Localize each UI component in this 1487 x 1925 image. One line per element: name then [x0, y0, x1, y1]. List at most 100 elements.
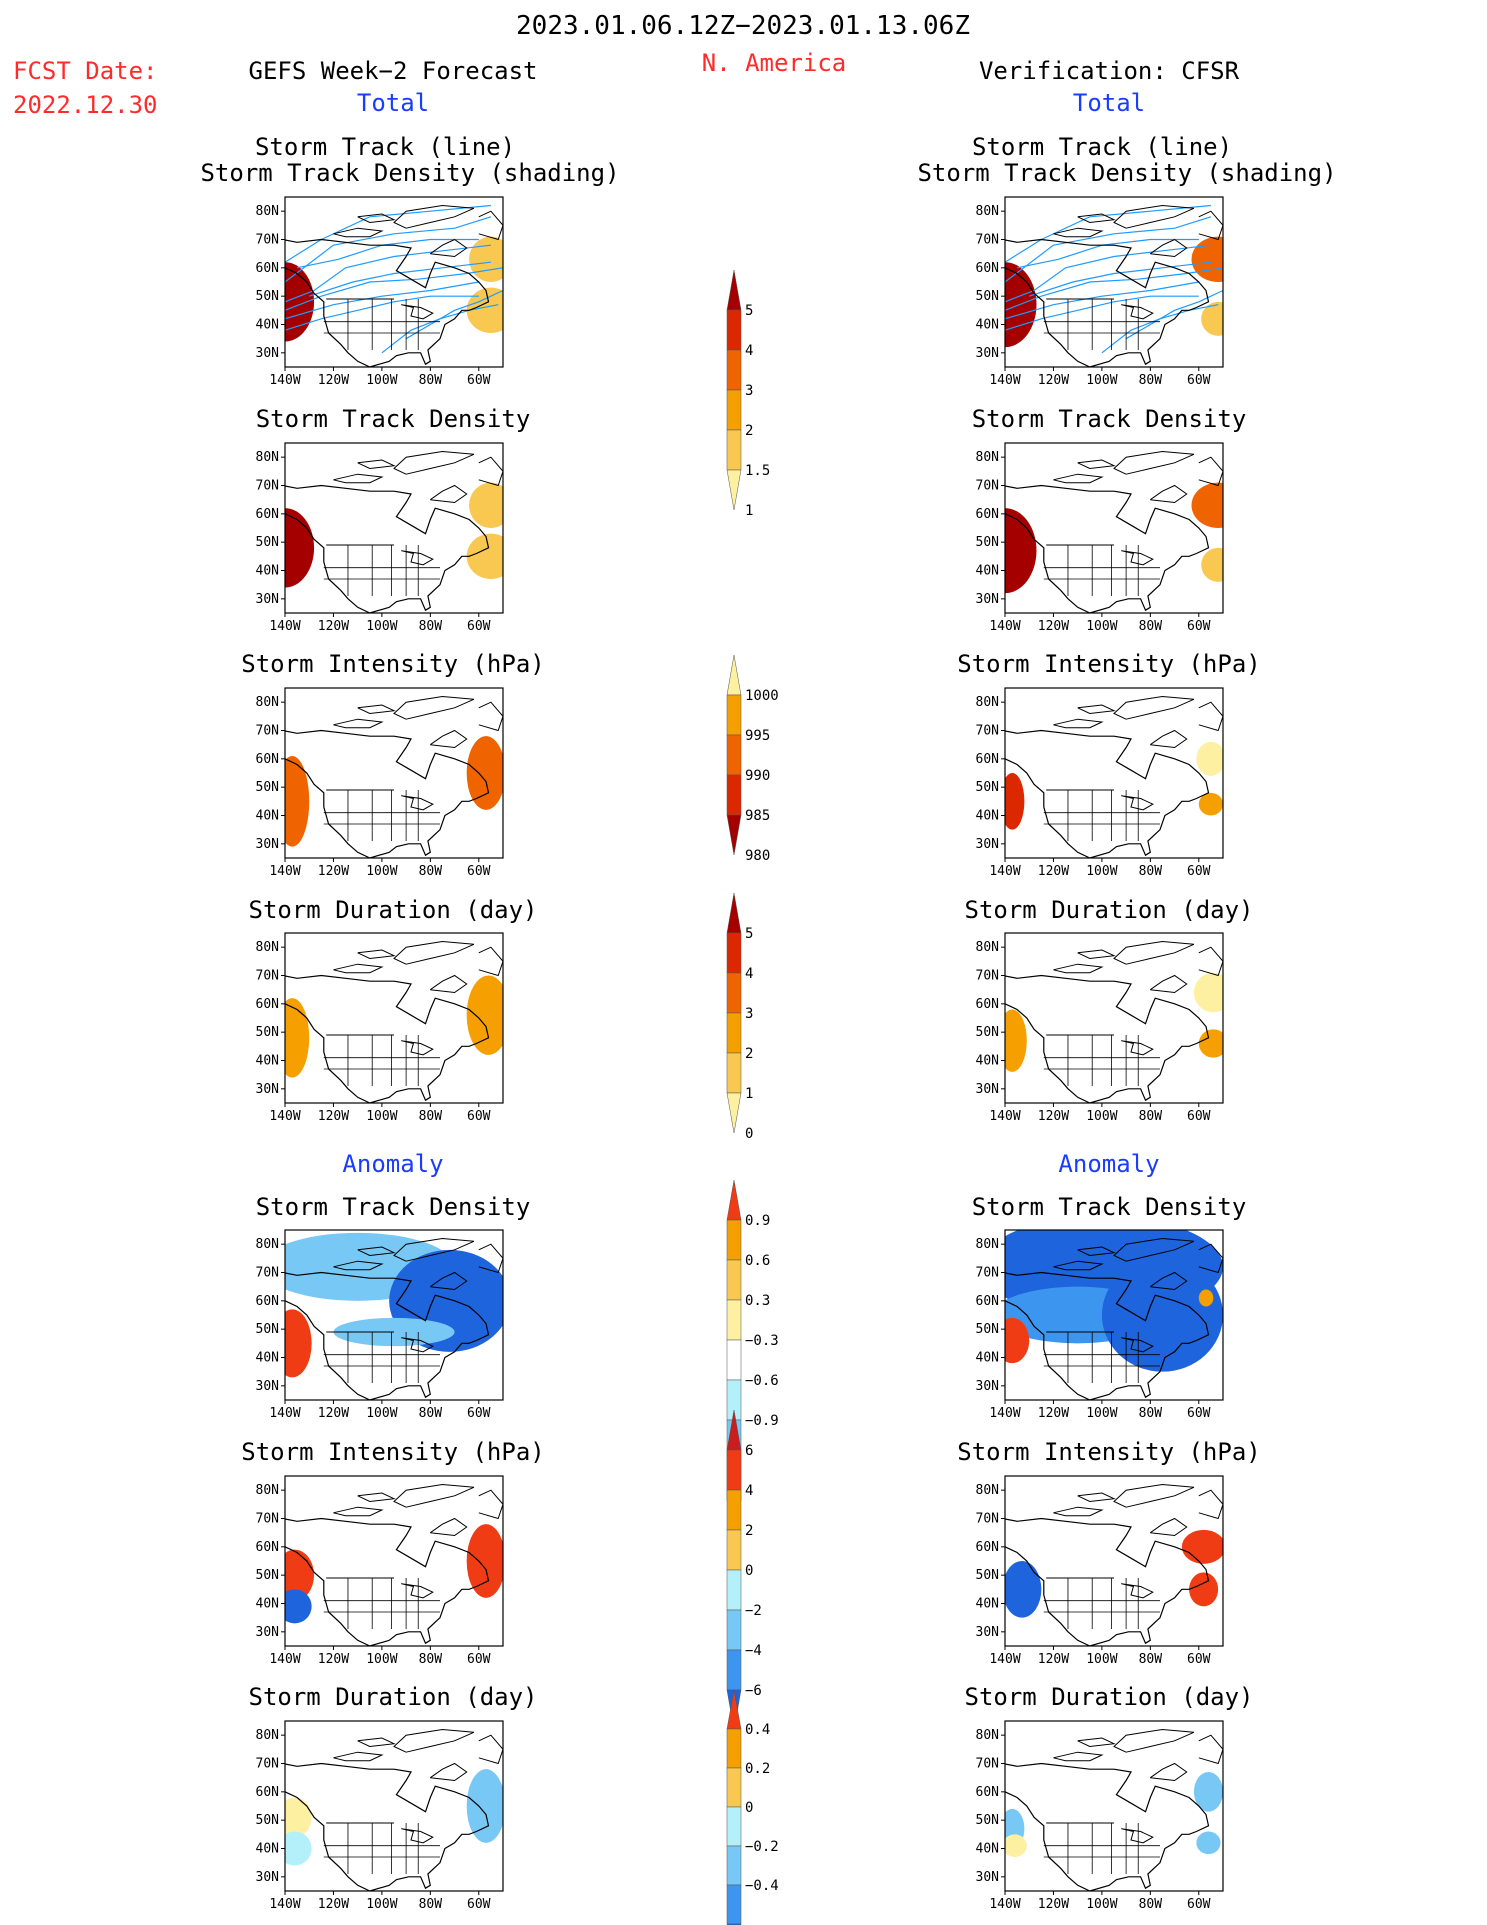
arctic-island-4 [1077, 459, 1116, 470]
arctic-island-4 [1077, 1492, 1116, 1503]
storm-track-line-3 [285, 267, 503, 311]
coastline [285, 1517, 490, 1646]
arctic-island-2 [1113, 940, 1195, 965]
lat-tick-label: 80N [976, 1728, 999, 1743]
lat-tick-label: 60N [256, 1294, 279, 1309]
lon-tick-label: 80W [1139, 1109, 1163, 1124]
storm-track-line-1 [1005, 216, 1212, 283]
lat-tick-label: 50N [256, 1568, 279, 1583]
colorbar-tick-label: 980 [745, 848, 770, 864]
colorbar-tick-label: −4 [745, 1643, 762, 1659]
shaded-region-2 [1191, 236, 1223, 282]
arctic-island-3 [1150, 974, 1188, 994]
lat-tick-label: 80N [256, 1483, 279, 1498]
lat-tick-label: 30N [256, 592, 279, 607]
colorbar-segment [726, 694, 742, 736]
map-frame [284, 196, 504, 368]
shaded-region-2 [1193, 972, 1223, 1013]
lon-tick-label: 60W [467, 1109, 491, 1124]
map-frame [1004, 442, 1224, 614]
lat-tick-label: 70N [976, 1757, 999, 1772]
lat-tick-label: 30N [256, 1870, 279, 1885]
colorbar-tick-label: 6 [745, 1443, 753, 1459]
colorbar-segment [726, 1609, 742, 1651]
lat-tick-label: 30N [256, 1082, 279, 1097]
arctic-island-3 [1150, 238, 1188, 258]
lat-tick-label: 30N [976, 837, 999, 852]
colorbar-tick-label: 4 [745, 1483, 753, 1499]
colorbar-segment [726, 1052, 742, 1094]
arctic-island-1 [333, 1260, 384, 1271]
lon-tick-label: 140W [269, 1652, 300, 1667]
colorbar-segment [726, 389, 742, 431]
colorbar-segment [726, 1569, 742, 1611]
lat-tick-label: 50N [976, 780, 999, 795]
map-frame [1004, 1475, 1224, 1647]
lat-tick-label: 30N [976, 346, 999, 361]
colorbar-segment [726, 1299, 742, 1341]
great-lakes [1121, 1040, 1154, 1056]
lon-tick-label: 120W [318, 1652, 349, 1667]
map-background [285, 197, 503, 367]
coastline [1005, 729, 1210, 858]
lon-tick-label: 100W [1086, 619, 1117, 634]
arctic-island-4 [1077, 704, 1116, 715]
coastline [1005, 484, 1210, 613]
map-background [1005, 1476, 1223, 1646]
lon-tick-label: 100W [1086, 1406, 1117, 1421]
arctic-island-3 [430, 729, 468, 749]
lon-tick-label: 80W [1139, 619, 1163, 634]
lat-tick-label: 50N [976, 289, 999, 304]
arctic-island-2 [1113, 695, 1195, 720]
left-column-title: GEFS Week−2 Forecast [248, 57, 538, 85]
lon-tick-label: 60W [1187, 373, 1211, 388]
colorbar-tick-label: 3 [745, 1006, 753, 1022]
map-frame [1004, 932, 1224, 1104]
lon-tick-label: 100W [1086, 1109, 1117, 1124]
shaded-region-3 [1198, 792, 1223, 816]
coastline [1005, 238, 1210, 367]
arctic-island-5 [1198, 1489, 1223, 1520]
lat-tick-label: 60N [976, 261, 999, 276]
colorbar-tick-label: −0.9 [745, 1413, 779, 1429]
lon-tick-label: 100W [366, 1897, 397, 1912]
lat-tick-label: 70N [256, 479, 279, 494]
arctic-island-4 [1077, 213, 1116, 224]
colorbar-tick-label: 0 [745, 1563, 753, 1579]
shaded-region-1 [1005, 1009, 1027, 1072]
lat-tick-label: 80N [976, 1483, 999, 1498]
lon-tick-label: 80W [1139, 1897, 1163, 1912]
lat-tick-label: 30N [976, 1625, 999, 1640]
arctic-island-3 [1150, 1517, 1188, 1537]
lon-tick-label: 60W [1187, 864, 1211, 879]
lat-tick-label: 60N [256, 1785, 279, 1800]
colorbar-segment [726, 309, 742, 351]
lat-tick-label: 30N [256, 346, 279, 361]
shaded-region-3 [466, 287, 503, 333]
coastline [1005, 974, 1210, 1103]
lon-tick-label: 120W [1038, 1652, 1069, 1667]
lat-tick-label: 40N [256, 1597, 279, 1612]
colorbar-segment [726, 1728, 742, 1769]
left-panel-1-title-line1: Storm Track (line) [254, 133, 516, 161]
colorbar-segment [726, 1449, 742, 1491]
map-panel-left-5: 80N 70N 60N 50N 40N 30N 140W 120W 100W 80W 60W [256, 1229, 504, 1421]
lat-tick-label: 40N [256, 564, 279, 579]
arctic-island-1 [333, 963, 384, 974]
lat-tick-label: 30N [256, 1625, 279, 1640]
arctic-island-2 [1113, 450, 1195, 475]
lat-tick-label: 40N [256, 1842, 279, 1857]
arctic-island-3 [430, 238, 468, 258]
storm-track-line-1 [285, 216, 492, 283]
lon-tick-label: 140W [989, 1109, 1020, 1124]
colorbar-tick-label: −0.3 [745, 1333, 779, 1349]
lat-tick-label: 60N [256, 752, 279, 767]
shaded-region-2 [1181, 1529, 1223, 1564]
lat-tick-label: 50N [256, 289, 279, 304]
colorbar-segment [726, 1806, 742, 1847]
storm-track-line-9 [285, 204, 491, 263]
lon-tick-label: 100W [1086, 1652, 1117, 1667]
shaded-region-2 [466, 736, 503, 810]
colorbars-layer: 5 4 3 2 1.5 1 1000 995 990 985 980 5 4 3 2 1 0 0.9 0.6 0.3 −… [726, 269, 779, 1925]
